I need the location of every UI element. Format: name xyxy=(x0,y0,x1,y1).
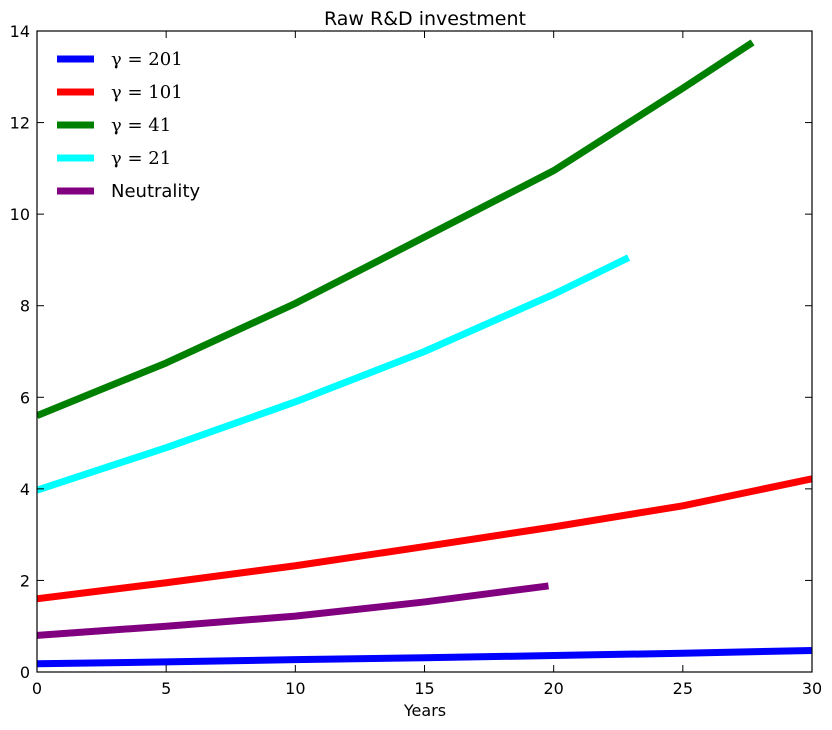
legend-label-2: γ = 41 xyxy=(111,115,171,136)
y-tick-label: 8 xyxy=(20,297,30,316)
y-tick-label: 14 xyxy=(10,22,30,41)
x-tick-label: 5 xyxy=(161,679,171,698)
x-tick-label: 30 xyxy=(802,679,822,698)
chart-title: Raw R&D investment xyxy=(324,8,526,30)
series-lines xyxy=(37,39,812,668)
series-line-2 xyxy=(37,39,755,419)
plot-area: 0 5 10 15 20 25 30 0 2 4 6 8 10 12 14 xyxy=(10,22,823,698)
x-tick-label: 0 xyxy=(32,679,42,698)
y-tick-label: 12 xyxy=(10,114,30,133)
x-tick-label: 10 xyxy=(285,679,305,698)
series-line-0 xyxy=(37,646,812,668)
legend: γ = 201 γ = 101 γ = 41 γ = 21 Neutrality xyxy=(57,49,200,202)
legend-label-0: γ = 201 xyxy=(111,49,183,70)
y-tick-label: 0 xyxy=(20,663,30,682)
y-tick-label: 6 xyxy=(20,388,30,407)
x-axis-title: Years xyxy=(403,701,446,720)
y-tick-label: 10 xyxy=(10,205,30,224)
x-tick-label: 25 xyxy=(673,679,693,698)
x-tick-label: 20 xyxy=(543,679,563,698)
legend-label-1: γ = 101 xyxy=(111,82,183,103)
series-line-4 xyxy=(37,582,549,639)
legend-label-4: Neutrality xyxy=(111,181,200,202)
legend-label-3: γ = 21 xyxy=(111,148,171,169)
y-tick-label: 2 xyxy=(20,571,30,590)
x-tick-label: 15 xyxy=(414,679,434,698)
y-tick-label: 4 xyxy=(20,480,30,499)
series-line-3 xyxy=(37,254,631,494)
series-line-1 xyxy=(37,475,812,603)
